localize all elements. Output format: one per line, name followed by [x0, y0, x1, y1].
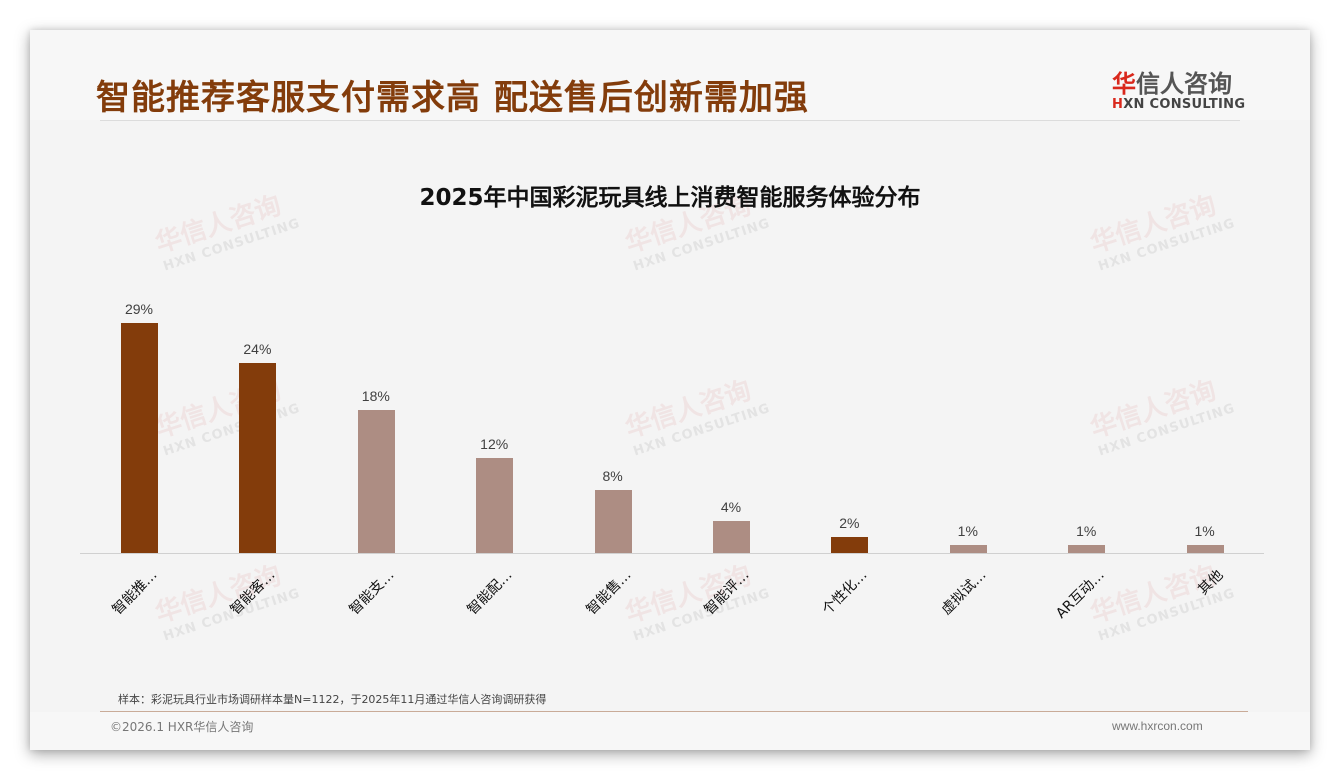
bar: [476, 457, 514, 553]
x-axis-category-label: 智能推…: [109, 567, 161, 619]
page-headline: 智能推荐客服支付需求高 配送售后创新需加强: [96, 78, 809, 118]
x-axis-category-label: 智能售…: [583, 567, 635, 619]
x-axis-category-label: 智能支…: [346, 567, 398, 619]
watermark: 华信人咨询 HXN CONSULTING: [1086, 560, 1238, 645]
footer-divider: [100, 711, 1248, 712]
chart-title: 2025年中国彩泥玩具线上消费智能服务体验分布: [419, 185, 921, 211]
bar-value-label: 1%: [957, 523, 978, 540]
bar-value-label: 12%: [480, 435, 509, 452]
source-note: 样本：彩泥玩具行业市场调研样本量N=1122，于2025年11月通过华信人咨询调…: [118, 693, 547, 706]
bar-value-label: 1%: [1076, 523, 1097, 540]
bar-slot: 29%: [80, 279, 198, 553]
x-axis-category-label: 个性化…: [819, 567, 871, 619]
bar-slot: 8%: [554, 279, 672, 553]
slide: 智能推荐客服支付需求高 配送售后创新需加强 华信人咨询 HXN CONSULTI…: [30, 30, 1310, 750]
bar: [1186, 545, 1224, 553]
watermark: 华信人咨询 HXN CONSULTING: [621, 560, 773, 645]
bar-value-label: 1%: [1194, 523, 1215, 540]
bar-slot: 2%: [790, 279, 908, 553]
watermark: 华信人咨询 HXN CONSULTING: [151, 560, 303, 645]
bar: [713, 521, 750, 553]
bar-chart-plot: 29% 24% 18% 12% 8% 4% 2% 1% 1% 1%: [80, 280, 1264, 554]
bar-slot: 24%: [198, 279, 316, 553]
bar-value-label: 8%: [602, 467, 623, 484]
bar: [594, 489, 632, 553]
x-axis-category-label: AR互动…: [1052, 567, 1108, 622]
x-axis-category-label: 智能配…: [464, 567, 516, 619]
bar: [1068, 545, 1106, 553]
bar-slot: 4%: [672, 279, 790, 553]
website-link[interactable]: www.hxrcon.com: [1112, 719, 1203, 733]
bar-value-label: 24%: [243, 340, 272, 357]
logo-chinese: 华信人咨询: [1112, 70, 1232, 98]
bar: [239, 362, 277, 553]
bar-value-label: 18%: [361, 388, 390, 405]
x-axis-category-label: 虚拟试…: [938, 567, 990, 619]
footer-band: [30, 712, 1310, 750]
bar-slot: 1%: [909, 279, 1027, 553]
header-divider: [100, 120, 1240, 121]
x-axis-line: [80, 553, 1264, 554]
x-axis-category-label: 其他: [1194, 567, 1227, 599]
bar-slot: 1%: [1027, 279, 1145, 553]
bar-value-label: 29%: [124, 301, 154, 317]
bar-slot: 18%: [317, 279, 435, 553]
bar-slot: 12%: [435, 279, 553, 553]
logo-english: HXN CONSULTING: [1112, 97, 1246, 112]
x-axis-category-label: 智能评…: [701, 567, 753, 619]
bar: [831, 537, 869, 553]
bar: [121, 323, 158, 553]
copyright-text: ©2026.1 HXR华信人咨询: [110, 720, 254, 734]
x-axis-category-label: 智能客…: [227, 567, 279, 619]
header-band: [30, 30, 1310, 120]
bar-value-label: 4%: [720, 499, 742, 516]
company-logo: 华信人咨询 HXN CONSULTING: [1112, 64, 1246, 112]
bar: [949, 545, 987, 553]
bar-slot: 1%: [1146, 279, 1264, 553]
bar-value-label: 2%: [839, 515, 860, 532]
bar: [357, 410, 395, 553]
